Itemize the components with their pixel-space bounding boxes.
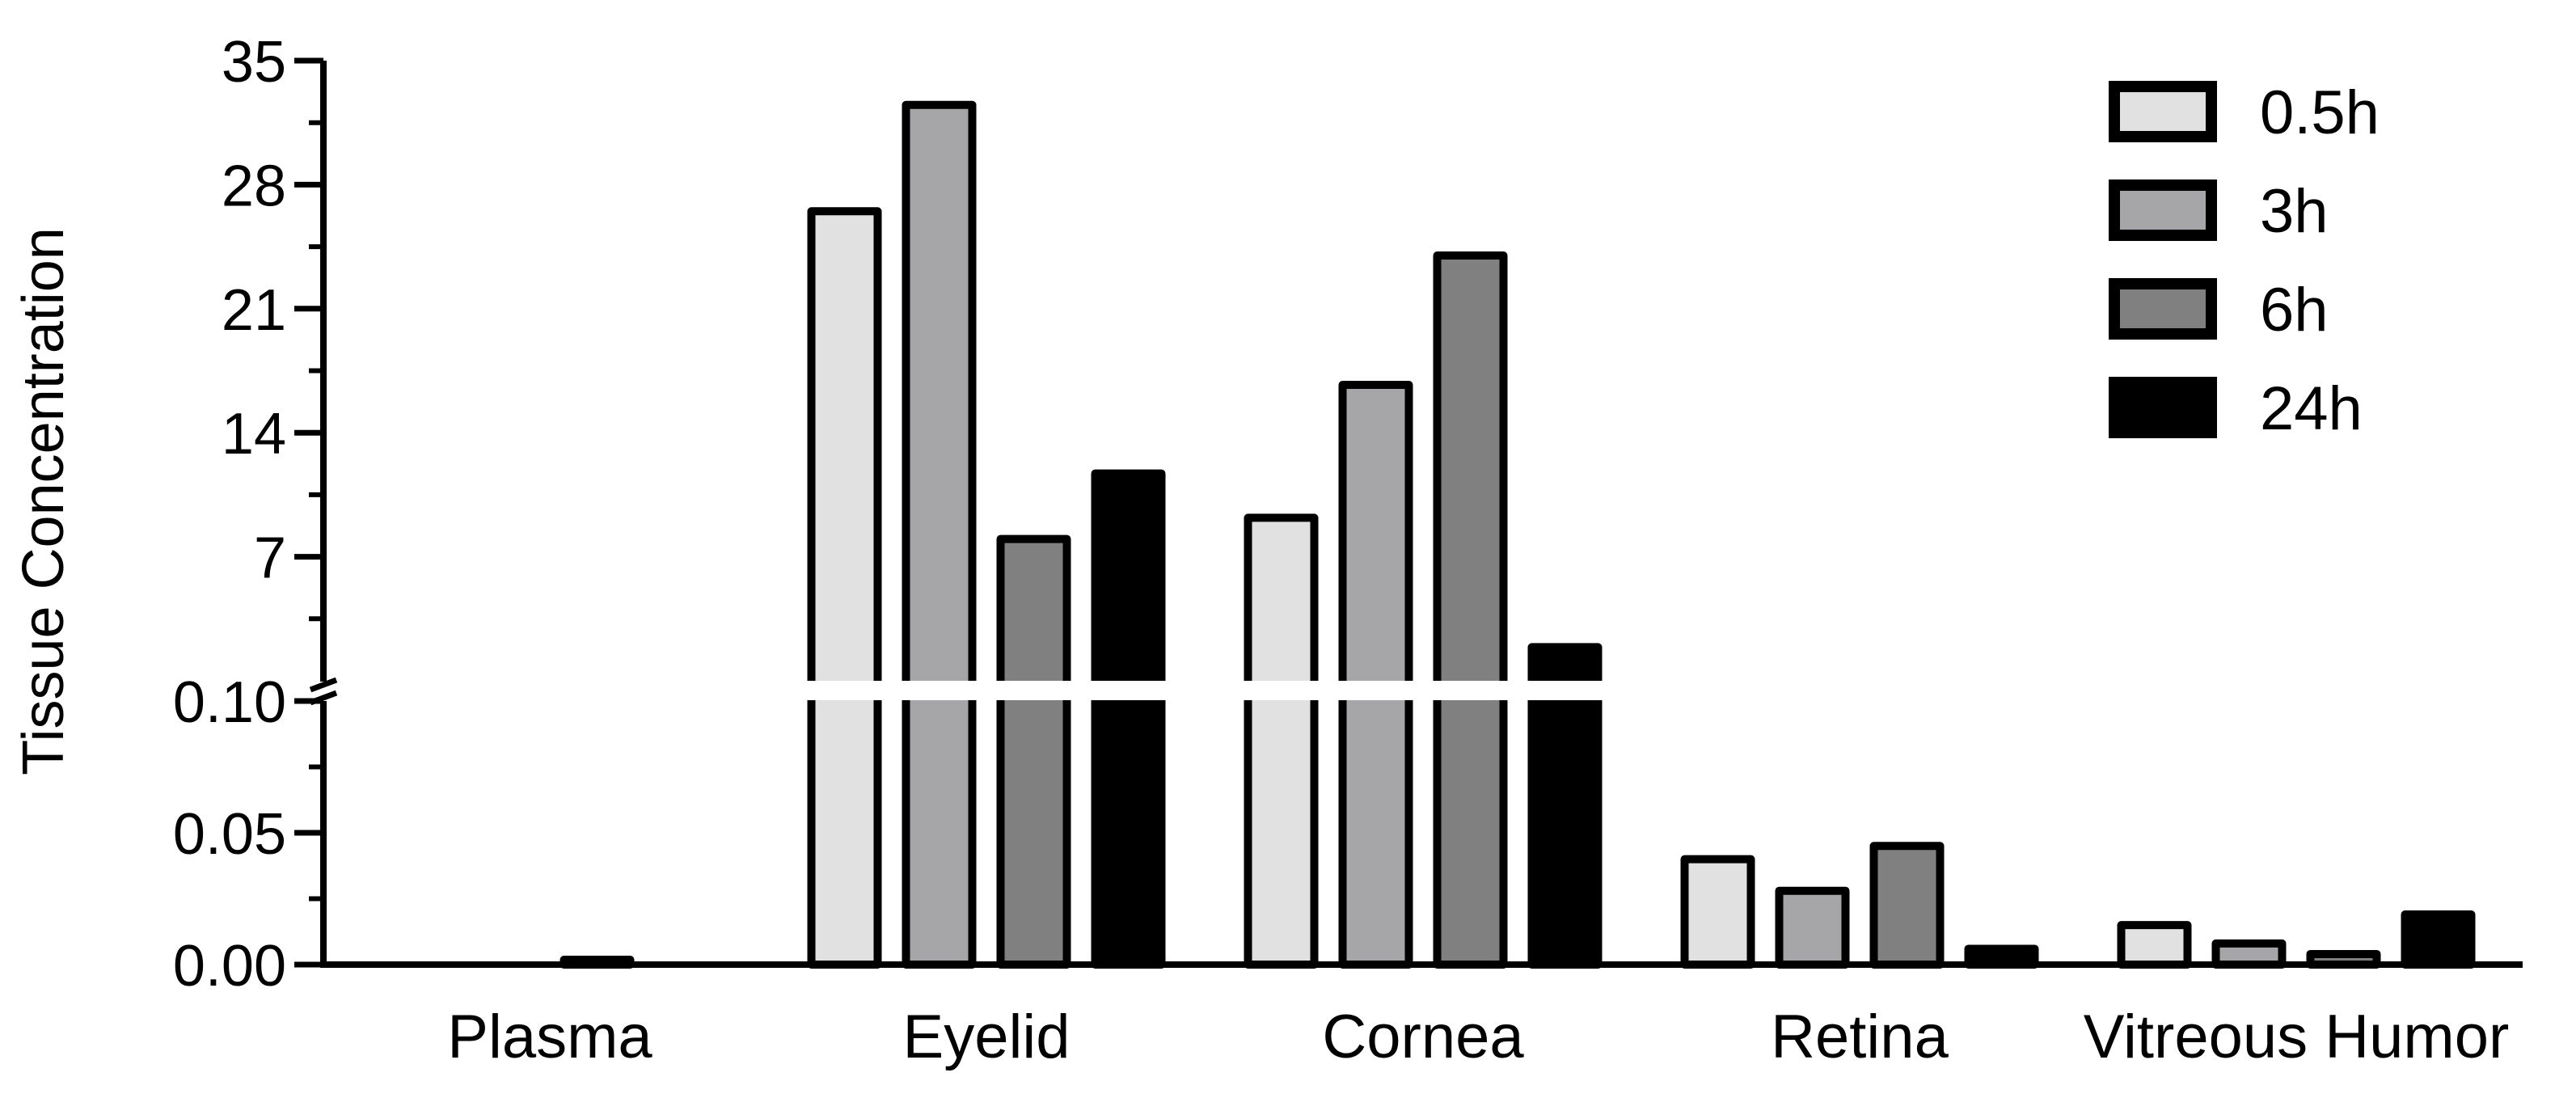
x-tick-label: Cornea: [1322, 1003, 1524, 1071]
bar: [560, 956, 635, 969]
legend-swatch: [2109, 81, 2217, 142]
legend-swatch: [2109, 278, 2217, 340]
bar: [1869, 842, 1945, 969]
bar: [2401, 910, 2476, 969]
bar: [2117, 921, 2192, 969]
x-tick-label: Eyelid: [903, 1003, 1071, 1071]
y-axis-label: Tissue Concentration: [11, 227, 76, 775]
legend-label: 6h: [2260, 276, 2329, 344]
axis-break-gap: [1241, 681, 1605, 700]
y-tick-label: 0.05: [173, 802, 286, 867]
y-tick-label: 21: [222, 278, 286, 343]
legend-label: 3h: [2260, 177, 2329, 246]
bars: [560, 100, 2476, 969]
bar: [1091, 469, 1166, 969]
y-tick-label: 35: [222, 30, 286, 95]
legend-label: 0.5h: [2260, 78, 2380, 147]
legend: 0.5h 3h 6h 24h: [2109, 78, 2380, 443]
y-tick-label: 7: [254, 526, 286, 591]
x-tick-label: Retina: [1771, 1003, 1949, 1071]
bar: [807, 207, 882, 969]
bar: [1338, 381, 1413, 969]
bar: [1775, 886, 1850, 969]
bar: [2211, 939, 2287, 969]
legend-swatch: [2109, 377, 2217, 438]
bar: [996, 534, 1071, 969]
x-tick-label: Plasma: [447, 1003, 652, 1071]
x-tick-label: Vitreous Humor: [2084, 1003, 2510, 1071]
y-tick-label: 0.00: [173, 934, 286, 999]
bar: [1433, 251, 1508, 969]
bar: [1244, 513, 1319, 969]
bar: [902, 100, 977, 969]
bar: [2306, 949, 2381, 969]
bar: [1964, 944, 2039, 969]
axis-break-gap: [804, 681, 1168, 700]
y-tick-label: 0.10: [173, 670, 286, 735]
y-axis: 0.00 0.05 0.10 7 14 21 28 35: [173, 30, 338, 999]
legend-swatch: [2109, 179, 2217, 241]
legend-label: 24h: [2260, 374, 2363, 443]
y-tick-label: 14: [222, 402, 286, 467]
y-tick-label: 28: [222, 154, 286, 218]
bar: [1680, 855, 1755, 969]
x-axis: Plasma Eyelid Cornea Retina Vitreous Humor: [320, 961, 2523, 1071]
axis-break-mark: [309, 677, 338, 693]
